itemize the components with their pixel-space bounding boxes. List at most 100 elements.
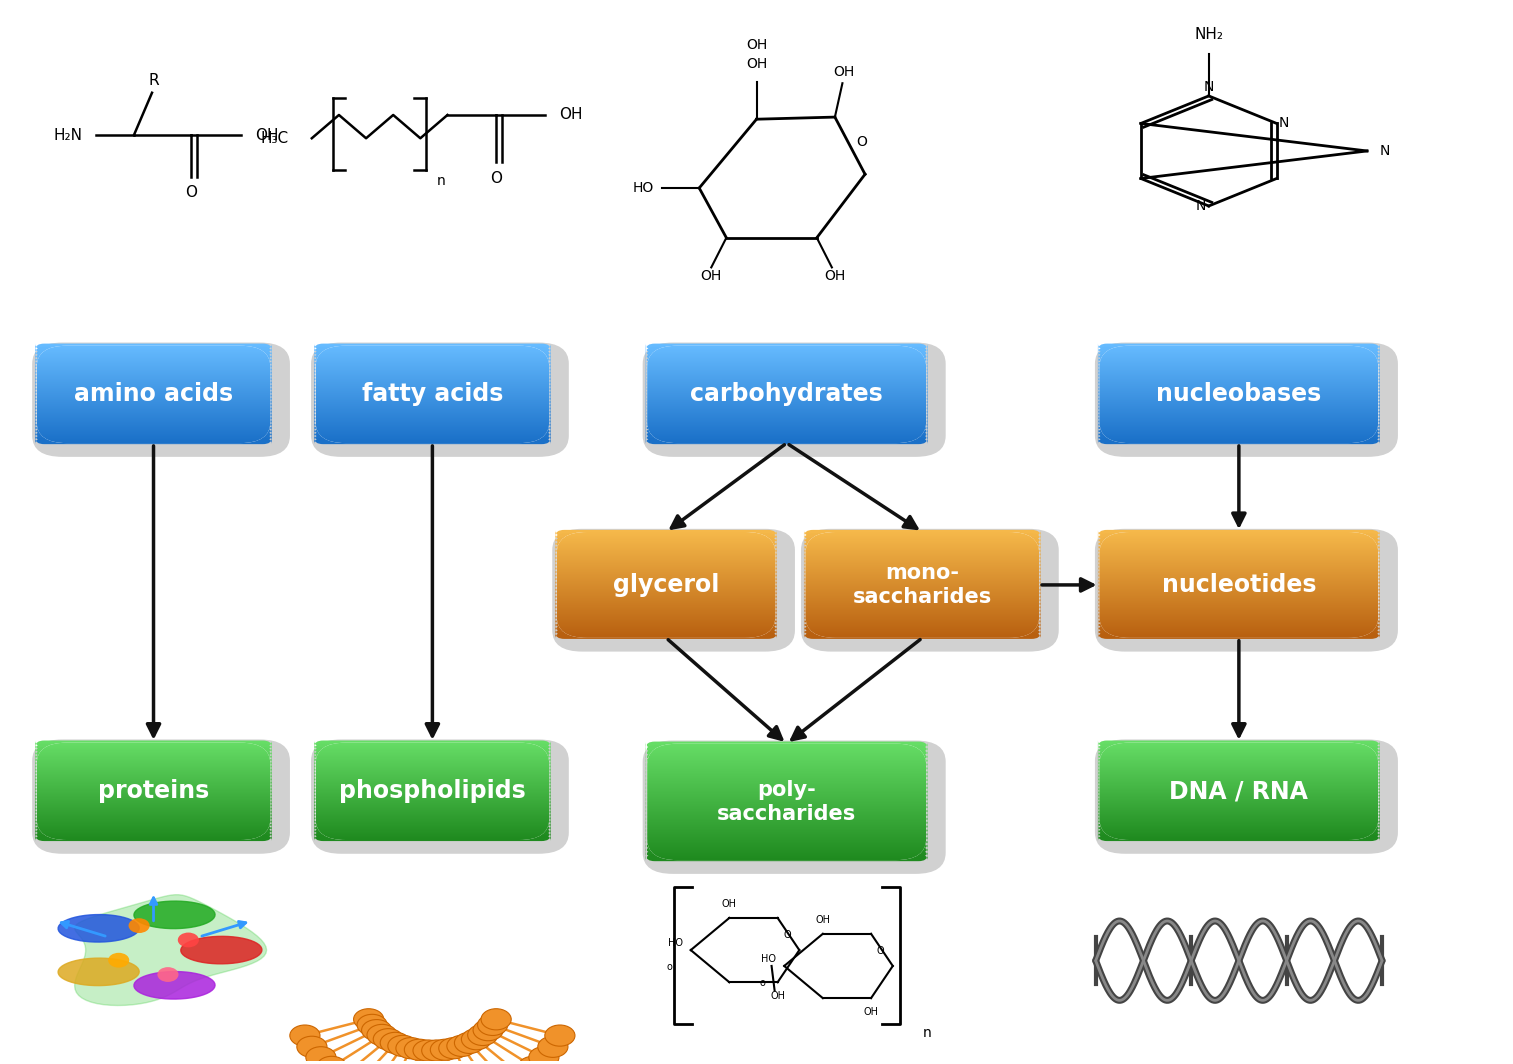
FancyBboxPatch shape xyxy=(35,360,272,366)
Text: HO: HO xyxy=(632,181,654,195)
FancyBboxPatch shape xyxy=(35,753,272,760)
FancyBboxPatch shape xyxy=(1098,608,1380,614)
Text: n: n xyxy=(923,1026,930,1040)
FancyBboxPatch shape xyxy=(803,562,1041,568)
FancyBboxPatch shape xyxy=(1095,739,1398,853)
FancyBboxPatch shape xyxy=(1098,554,1380,562)
FancyBboxPatch shape xyxy=(1098,350,1380,356)
FancyBboxPatch shape xyxy=(803,554,1041,562)
FancyBboxPatch shape xyxy=(646,808,927,815)
FancyBboxPatch shape xyxy=(1098,579,1380,586)
FancyBboxPatch shape xyxy=(1098,629,1380,635)
FancyBboxPatch shape xyxy=(555,626,776,632)
FancyBboxPatch shape xyxy=(646,784,927,792)
Circle shape xyxy=(461,1029,492,1050)
FancyBboxPatch shape xyxy=(35,393,272,399)
FancyBboxPatch shape xyxy=(315,360,551,366)
FancyBboxPatch shape xyxy=(1098,626,1380,632)
FancyBboxPatch shape xyxy=(35,428,272,434)
FancyBboxPatch shape xyxy=(315,366,551,372)
FancyBboxPatch shape xyxy=(1098,802,1380,809)
FancyBboxPatch shape xyxy=(315,772,551,780)
FancyBboxPatch shape xyxy=(315,818,551,825)
FancyBboxPatch shape xyxy=(315,780,551,786)
FancyBboxPatch shape xyxy=(646,409,927,415)
Circle shape xyxy=(290,1025,319,1046)
Text: amino acids: amino acids xyxy=(74,382,233,406)
FancyBboxPatch shape xyxy=(1098,777,1380,783)
FancyBboxPatch shape xyxy=(1100,346,1378,443)
FancyBboxPatch shape xyxy=(1098,793,1380,799)
FancyBboxPatch shape xyxy=(803,629,1041,635)
FancyBboxPatch shape xyxy=(315,405,551,412)
FancyBboxPatch shape xyxy=(35,780,272,786)
FancyBboxPatch shape xyxy=(35,805,272,812)
FancyBboxPatch shape xyxy=(646,753,927,761)
FancyBboxPatch shape xyxy=(1098,376,1380,382)
FancyBboxPatch shape xyxy=(315,379,551,386)
FancyBboxPatch shape xyxy=(32,343,290,456)
FancyBboxPatch shape xyxy=(646,742,927,749)
FancyBboxPatch shape xyxy=(803,530,1041,536)
FancyBboxPatch shape xyxy=(315,763,551,769)
FancyBboxPatch shape xyxy=(35,760,272,766)
Circle shape xyxy=(157,967,179,982)
FancyBboxPatch shape xyxy=(803,572,1041,579)
FancyBboxPatch shape xyxy=(803,618,1041,625)
FancyBboxPatch shape xyxy=(35,425,272,431)
FancyBboxPatch shape xyxy=(315,372,551,379)
FancyBboxPatch shape xyxy=(32,739,290,853)
FancyBboxPatch shape xyxy=(555,565,776,571)
FancyBboxPatch shape xyxy=(35,825,272,831)
FancyBboxPatch shape xyxy=(315,760,551,766)
FancyBboxPatch shape xyxy=(803,583,1041,589)
Circle shape xyxy=(368,1025,396,1046)
Circle shape xyxy=(362,1019,392,1041)
FancyBboxPatch shape xyxy=(315,753,551,760)
Text: n: n xyxy=(437,173,446,187)
FancyBboxPatch shape xyxy=(1098,780,1380,786)
FancyBboxPatch shape xyxy=(803,559,1041,565)
FancyBboxPatch shape xyxy=(35,353,272,360)
FancyBboxPatch shape xyxy=(803,541,1041,547)
FancyBboxPatch shape xyxy=(35,818,272,825)
FancyBboxPatch shape xyxy=(1098,344,1380,350)
Text: N: N xyxy=(1278,116,1289,131)
FancyBboxPatch shape xyxy=(1098,405,1380,412)
FancyBboxPatch shape xyxy=(35,402,272,409)
Text: carbohydrates: carbohydrates xyxy=(690,382,884,406)
FancyBboxPatch shape xyxy=(35,741,272,747)
FancyBboxPatch shape xyxy=(646,402,927,409)
FancyBboxPatch shape xyxy=(315,831,551,837)
FancyBboxPatch shape xyxy=(646,360,927,366)
Text: nucleotides: nucleotides xyxy=(1162,572,1316,597)
Text: OH: OH xyxy=(770,991,785,1001)
FancyBboxPatch shape xyxy=(1098,818,1380,825)
FancyBboxPatch shape xyxy=(1098,621,1380,629)
FancyBboxPatch shape xyxy=(643,741,946,874)
Circle shape xyxy=(481,1009,511,1030)
FancyBboxPatch shape xyxy=(803,589,1041,597)
FancyBboxPatch shape xyxy=(315,431,551,437)
FancyBboxPatch shape xyxy=(646,768,927,776)
Circle shape xyxy=(374,1029,404,1050)
FancyBboxPatch shape xyxy=(315,777,551,783)
FancyBboxPatch shape xyxy=(315,812,551,818)
Circle shape xyxy=(107,952,129,967)
FancyBboxPatch shape xyxy=(646,366,927,372)
FancyBboxPatch shape xyxy=(1098,409,1380,415)
FancyBboxPatch shape xyxy=(1095,343,1398,456)
FancyBboxPatch shape xyxy=(35,783,272,789)
FancyBboxPatch shape xyxy=(646,749,927,757)
Circle shape xyxy=(354,1009,384,1030)
FancyBboxPatch shape xyxy=(35,799,272,805)
FancyBboxPatch shape xyxy=(555,583,776,589)
FancyBboxPatch shape xyxy=(646,838,927,846)
FancyBboxPatch shape xyxy=(316,346,549,443)
FancyBboxPatch shape xyxy=(555,537,776,544)
FancyBboxPatch shape xyxy=(646,819,927,827)
FancyBboxPatch shape xyxy=(315,409,551,415)
FancyBboxPatch shape xyxy=(803,548,1041,554)
FancyBboxPatch shape xyxy=(800,529,1059,651)
FancyBboxPatch shape xyxy=(552,529,794,651)
